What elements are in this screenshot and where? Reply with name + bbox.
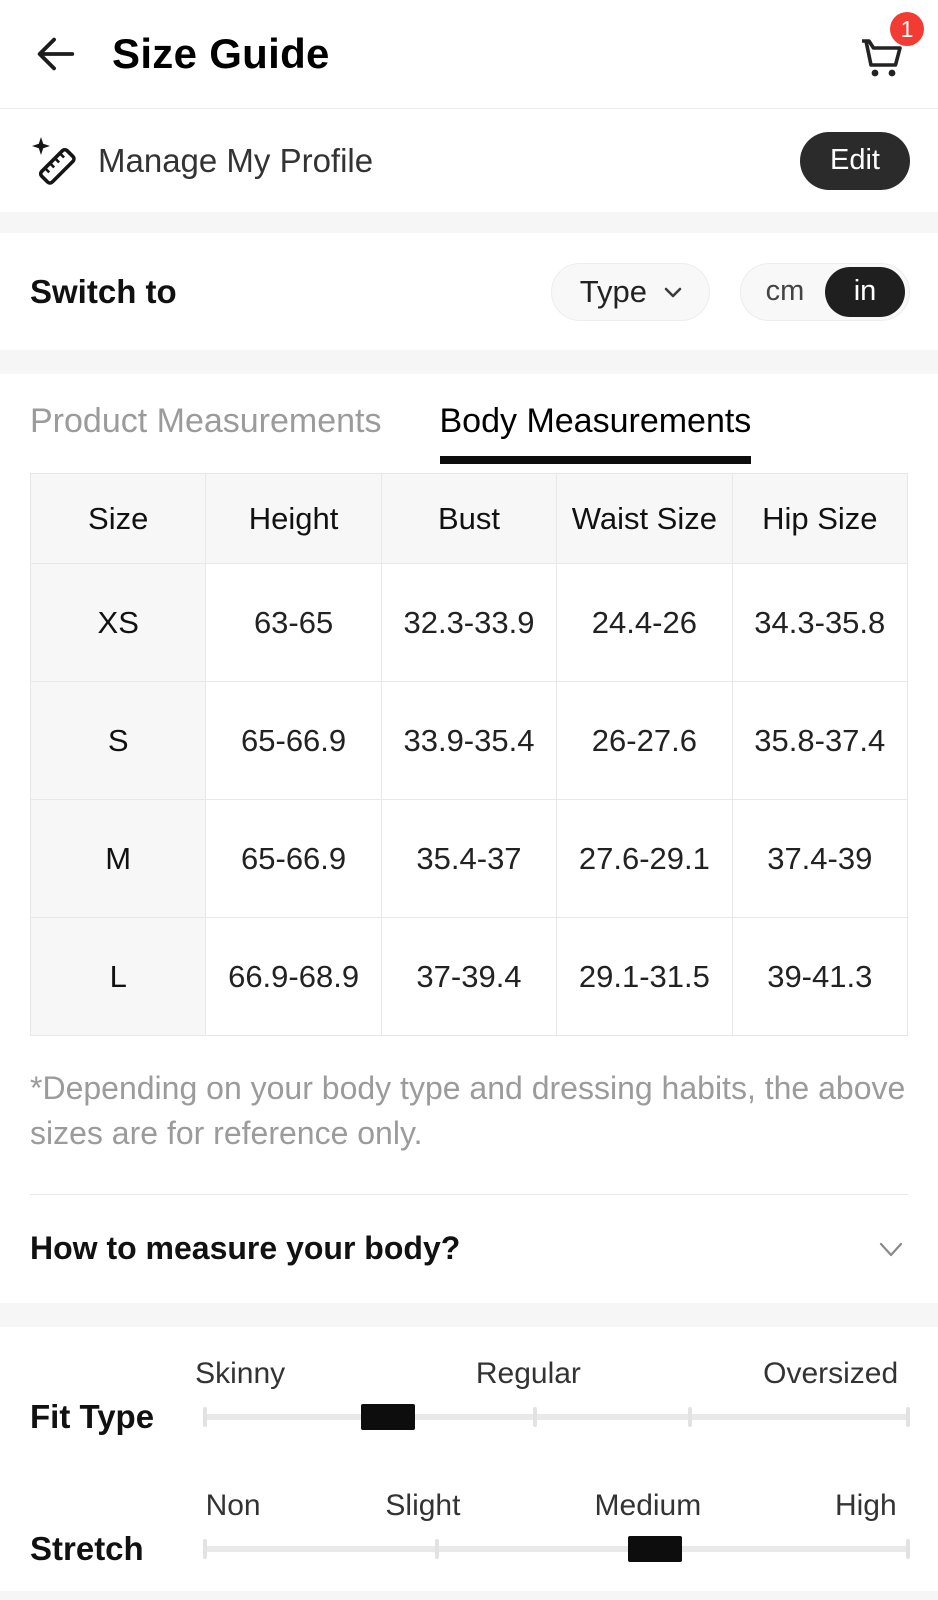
table-header-cell: Waist Size xyxy=(556,473,733,564)
slider-scale-label: Regular xyxy=(475,1356,581,1390)
measurement-cell: 37.4-39 xyxy=(731,799,909,918)
section-separator xyxy=(0,1302,938,1327)
tab-body-measurements[interactable]: Body Measurements xyxy=(439,402,752,464)
disclaimer-text: *Depending on your body type and dressin… xyxy=(30,1070,906,1151)
how-to-measure-label: How to measure your body? xyxy=(30,1230,461,1267)
body-measurements-table: Size Height Bust Waist Size Hip Size XS 63-65… xyxy=(29,473,909,1036)
unit-toggle[interactable]: cm in xyxy=(740,262,910,321)
cart-icon xyxy=(852,28,908,84)
measurement-cell: 35.4-37 xyxy=(380,799,558,918)
unit-option-in-selected[interactable]: in xyxy=(825,266,905,317)
measurement-cell: 34.3-35.8 xyxy=(731,563,909,682)
slider-tick xyxy=(434,1538,439,1559)
slider-scale-label: Slight xyxy=(385,1488,461,1522)
slider-scale-label: Skinny xyxy=(195,1356,286,1390)
manage-profile-row[interactable]: Manage My Profile Edit xyxy=(0,109,938,212)
table-header-cell: Height xyxy=(205,473,382,564)
chevron-down-icon xyxy=(661,280,685,304)
back-button[interactable] xyxy=(30,29,80,79)
back-arrow-icon xyxy=(32,31,78,77)
unit-option-cm[interactable]: cm xyxy=(765,275,805,307)
measurement-cell: 37-39.4 xyxy=(380,917,558,1036)
chevron-down-icon xyxy=(874,1232,908,1266)
measurement-tabs: Product Measurements Body Measurements xyxy=(0,374,938,464)
measurement-cell: 32.3-33.9 xyxy=(380,563,558,682)
slider-scale-label: High xyxy=(834,1488,897,1522)
slider-tick xyxy=(906,1406,910,1427)
table-head: Size Height Bust Waist Size Hip Size xyxy=(29,473,909,564)
cart-button[interactable]: 1 xyxy=(852,12,924,84)
table-row: L 66.9-68.9 37-39.4 29.1-31.5 39-41.3 xyxy=(29,917,909,1036)
measurement-cell: 35.8-37.4 xyxy=(731,681,909,800)
measurement-cell: 33.9-35.4 xyxy=(380,681,558,800)
measurement-cell: 65-66.9 xyxy=(205,681,382,800)
slider-value-indicator xyxy=(360,1403,415,1430)
slider-tick xyxy=(906,1538,910,1559)
slider-track-line xyxy=(205,1545,908,1552)
switch-to-label: Switch to xyxy=(30,272,177,310)
measurement-cell: 29.1-31.5 xyxy=(556,917,733,1036)
edit-button[interactable]: Edit xyxy=(800,131,910,190)
tab-product-measurements[interactable]: Product Measurements xyxy=(30,402,382,440)
type-dropdown[interactable]: Type xyxy=(550,262,710,321)
table-header-cell: Hip Size xyxy=(731,473,909,564)
table-row: XS 63-65 32.3-33.9 24.4-26 34.3-35.8 xyxy=(29,563,909,682)
size-cell: S xyxy=(29,681,207,800)
top-bar: Size Guide 1 xyxy=(0,0,938,109)
section-separator xyxy=(0,212,938,233)
slider-tick xyxy=(533,1406,538,1427)
page-title: Size Guide xyxy=(112,30,330,77)
measurement-cell: 65-66.9 xyxy=(205,799,382,918)
slider-tick xyxy=(688,1406,693,1427)
table-header-cell: Bust xyxy=(380,473,558,564)
measurement-cell: 63-65 xyxy=(205,563,382,682)
attribute-slider-fit-type: Fit Type Skinny Regular Oversized xyxy=(30,1354,910,1435)
slider-scale-labels: Non Slight Medium High xyxy=(205,1486,908,1526)
table-row: S 65-66.9 33.9-35.4 26-27.6 35.8-37.4 xyxy=(29,681,909,800)
bottom-separator xyxy=(0,1591,938,1600)
size-cell: L xyxy=(29,917,207,1036)
slider-name-label: Fit Type xyxy=(30,1397,155,1435)
fit-attributes-section: Fit Type Skinny Regular Oversized Stretch Non… xyxy=(0,1326,938,1567)
divider xyxy=(30,1193,908,1195)
measurement-cell: 66.9-68.9 xyxy=(205,917,382,1036)
measurement-cell: 26-27.6 xyxy=(556,681,733,800)
slider-scale-labels: Skinny Regular Oversized xyxy=(195,1354,908,1394)
slider-tick xyxy=(203,1406,207,1427)
type-dropdown-label: Type xyxy=(579,273,647,309)
attribute-slider-stretch: Stretch Non Slight Medium High xyxy=(30,1486,910,1567)
table-header-cell: Size xyxy=(29,473,207,564)
measurement-cell: 39-41.3 xyxy=(731,917,909,1036)
slider-track xyxy=(203,1534,910,1564)
slider-track-line xyxy=(205,1413,908,1420)
section-separator xyxy=(0,350,938,374)
slider-value-indicator xyxy=(627,1535,682,1562)
slider-scale-label: Non xyxy=(205,1488,261,1522)
how-to-measure-accordion[interactable]: How to measure your body? xyxy=(30,1195,908,1303)
measurement-cell: 27.6-29.1 xyxy=(556,799,733,918)
slider-scale-label: Medium xyxy=(594,1488,702,1522)
slider-tick xyxy=(203,1538,207,1559)
ruler-icon xyxy=(30,135,82,187)
cart-count-badge: 1 xyxy=(890,12,924,46)
switch-to-row: Switch to Type cm in xyxy=(0,233,938,350)
size-cell: XS xyxy=(29,563,207,682)
manage-profile-label: Manage My Profile xyxy=(98,141,374,179)
slider-name-label: Stretch xyxy=(30,1529,144,1567)
slider-scale-label: Oversized xyxy=(763,1356,899,1390)
measurement-cell: 24.4-26 xyxy=(556,563,733,682)
size-cell: M xyxy=(29,799,207,918)
table-row: M 65-66.9 35.4-37 27.6-29.1 37.4-39 xyxy=(29,799,909,918)
slider-track xyxy=(203,1402,910,1432)
